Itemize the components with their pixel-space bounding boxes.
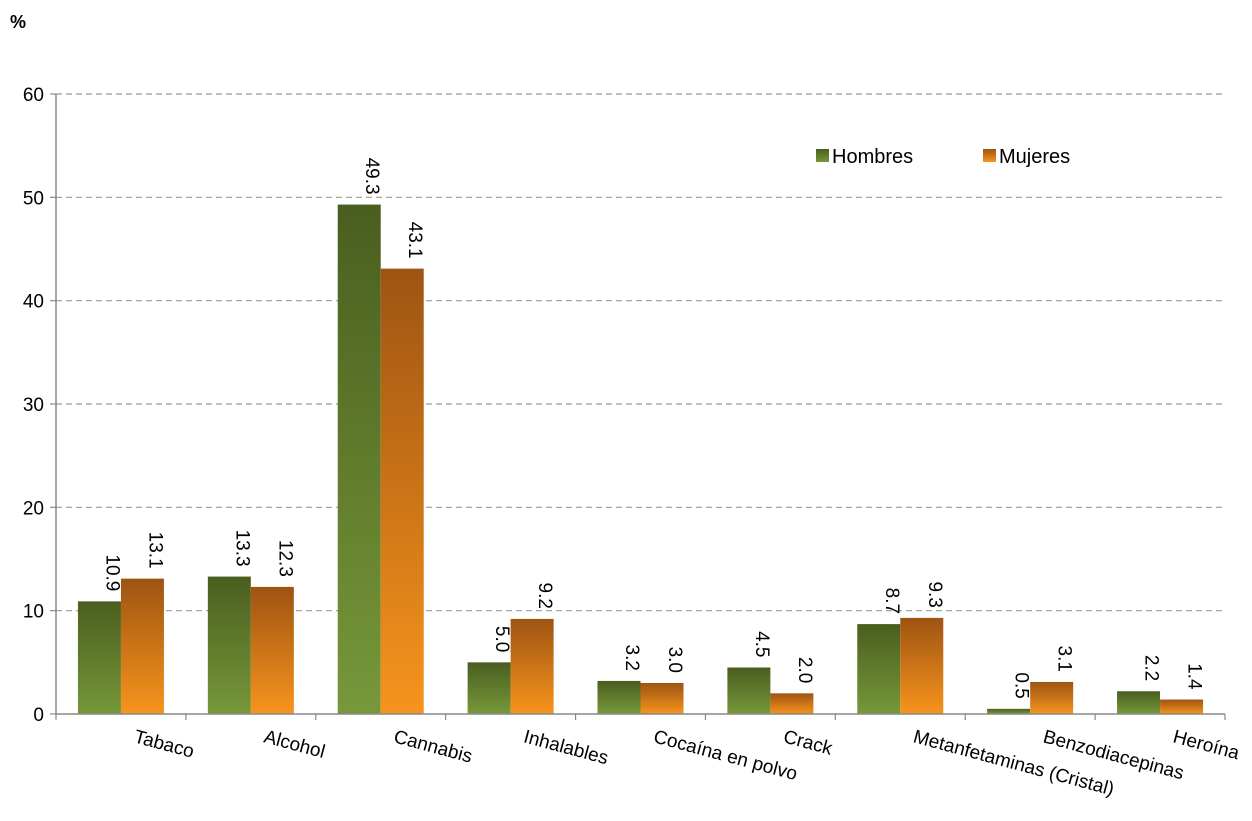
bar-mujeres [510,618,554,714]
data-label: 4.5 [751,631,772,657]
bar-hombres [207,576,251,714]
y-tick-label: 40 [23,292,44,313]
y-tick-label: 50 [23,188,44,209]
bar-mujeres [770,693,814,714]
x-category-label: Crack [781,727,835,760]
x-category-label: Cannabis [391,727,474,768]
data-label: 3.1 [1054,646,1075,672]
bar-hombres [597,680,641,714]
data-label: 8.7 [881,588,902,614]
data-label: 0.5 [1011,672,1032,698]
legend-swatch-hombres [816,149,829,162]
data-label: 5.0 [491,626,512,652]
data-label: 9.2 [534,583,555,609]
y-tick-label: 30 [23,395,44,416]
x-category-label: Alcohol [262,727,328,763]
x-category-label: Heroína [1171,727,1242,765]
data-label: 49.3 [361,158,382,195]
bar-hombres [337,204,381,715]
data-label: 13.1 [144,532,165,569]
data-label: 3.0 [664,647,685,673]
y-tick-label: 60 [23,85,44,106]
bar-mujeres [380,268,424,714]
y-axis-unit-label: % [10,12,26,32]
bar-mujeres [1160,699,1204,714]
bar-hombres [77,601,121,714]
data-label: 9.3 [924,581,945,607]
data-label: 3.2 [621,645,642,671]
legend-swatch-mujeres [983,149,996,162]
bar-mujeres [120,578,164,714]
data-label: 2.0 [794,657,815,683]
x-category-label: Tabaco [132,727,197,763]
legend-label-hombres: Hombres [832,146,913,168]
y-tick-label: 20 [23,498,44,519]
bar-mujeres [640,683,684,714]
y-tick-label: 0 [33,705,44,726]
legend-label-mujeres: Mujeres [999,146,1070,168]
bar-hombres [857,624,901,714]
data-label: 10.9 [101,554,122,591]
x-category-label: Inhalables [521,727,610,770]
bar-hombres [467,662,511,714]
data-label: 1.4 [1184,663,1205,690]
y-tick-label: 10 [23,602,44,623]
bar-hombres [1117,691,1161,714]
data-label: 13.3 [231,530,252,567]
data-label: 2.2 [1141,655,1162,681]
bar-hombres [727,667,771,714]
data-label: 43.1 [404,222,425,259]
bar-hombres [987,708,1031,714]
data-label: 12.3 [274,540,295,577]
bar-mujeres [1030,681,1074,714]
x-category-label: Cocaína en polvo [651,727,799,786]
bar-mujeres [250,586,294,714]
bar-mujeres [900,617,944,714]
